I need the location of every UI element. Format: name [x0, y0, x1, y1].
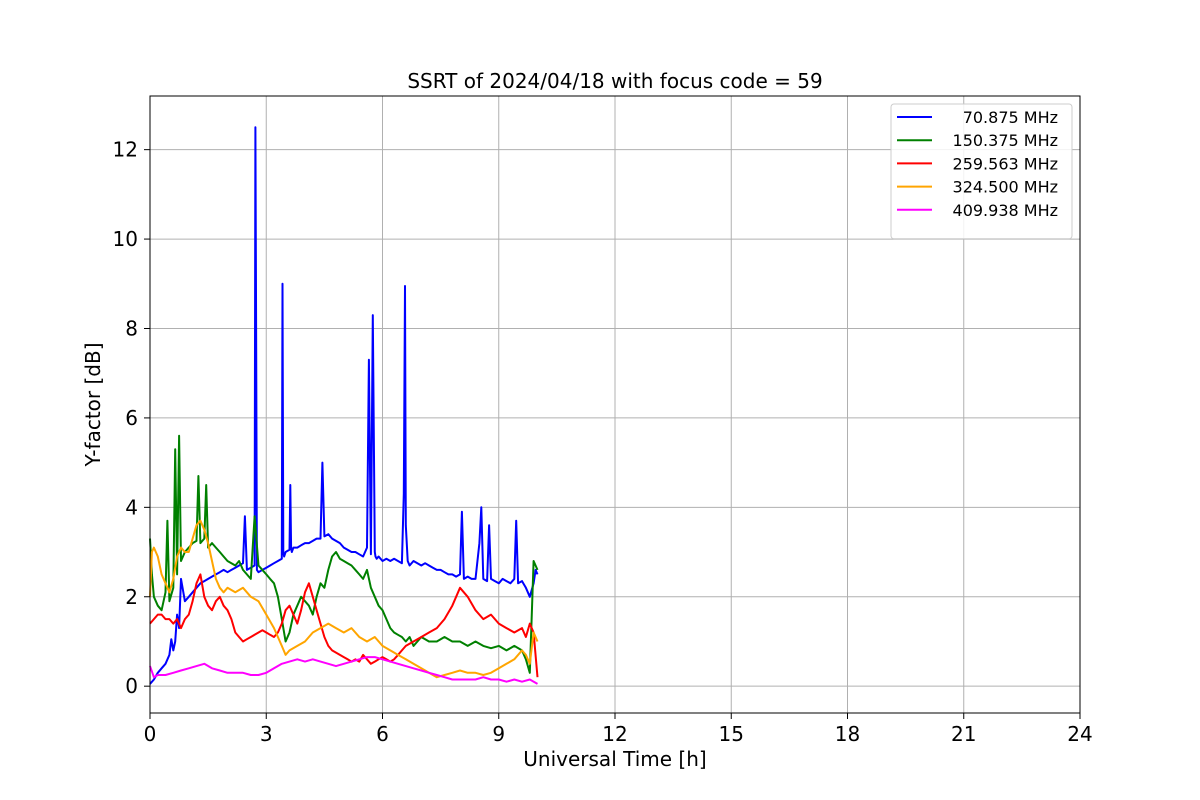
- x-tick-label: 15: [719, 722, 744, 746]
- series-line-2: [149, 573, 539, 678]
- legend-box: [890, 103, 1073, 240]
- y-tick-label: 12: [113, 138, 138, 162]
- y-tick-label: 0: [125, 674, 138, 698]
- series-line-3: [149, 519, 539, 679]
- x-tick-label: 24: [1067, 722, 1092, 746]
- y-tick-label: 4: [125, 495, 138, 519]
- x-tick-label: 9: [492, 722, 505, 746]
- legend: 70.875 MHz 150.375 MHz 259.563 MHz 324.500 …: [890, 103, 1073, 240]
- series-line-4: [149, 656, 538, 685]
- chart-title: SSRT of 2024/04/18 with focus code = 59: [407, 69, 822, 93]
- y-tick-label: 2: [125, 585, 138, 609]
- x-tick-label: 0: [144, 722, 157, 746]
- plot-area: [149, 126, 539, 685]
- y-tick-label: 6: [125, 406, 138, 430]
- y-axis-label: Y-factor [dB]: [81, 342, 105, 467]
- x-tick-label: 3: [260, 722, 273, 746]
- x-tick-label: 21: [951, 722, 976, 746]
- y-tick-label: 10: [113, 227, 138, 251]
- legend-entry-label: 150.375 MHz: [953, 131, 1058, 150]
- x-tick-label: 6: [376, 722, 389, 746]
- x-axis-label: Universal Time [h]: [523, 747, 706, 771]
- legend-entry-label: 259.563 MHz: [953, 154, 1058, 173]
- x-tick-label: 12: [602, 722, 627, 746]
- series-line-1: [149, 434, 539, 674]
- legend-entry-label: 324.500 MHz: [953, 178, 1058, 197]
- x-tick-label: 18: [835, 722, 860, 746]
- series-line-0: [149, 126, 539, 685]
- legend-entry-label: 70.875 MHz: [963, 108, 1058, 127]
- y-tick-label: 8: [125, 316, 138, 340]
- legend-entry-label: 409.938 MHz: [953, 201, 1058, 220]
